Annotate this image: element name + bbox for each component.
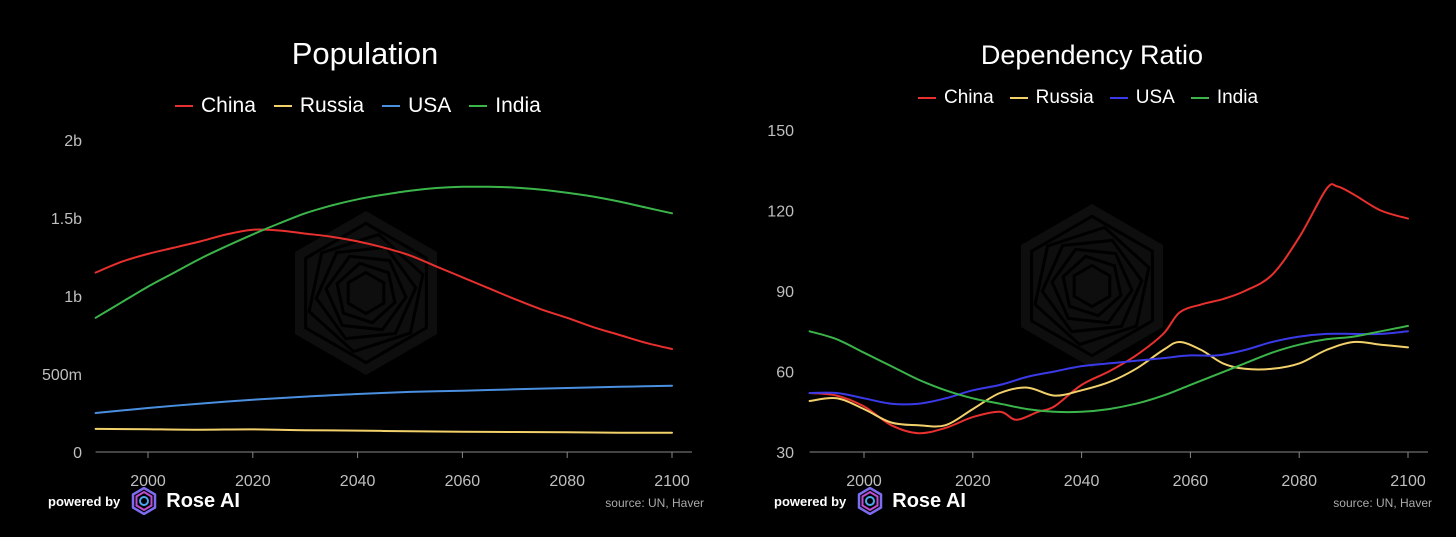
legend-label: India: [1216, 87, 1259, 108]
y-tick-label: 0: [73, 445, 82, 462]
y-tick-label: 1.5b: [51, 211, 82, 228]
legend-label: India: [495, 94, 541, 117]
chart-legend: China Russia USA India: [918, 87, 1258, 109]
powered-by-text: powered by: [48, 493, 121, 509]
brand-name: Rose AI: [166, 489, 240, 512]
watermark-ring: [1061, 254, 1123, 318]
x-tick-label: 2100: [654, 473, 690, 490]
x-tick-label: 2080: [1281, 473, 1317, 490]
legend-swatch-russia: [273, 105, 292, 107]
x-tick-label: 2000: [130, 473, 166, 490]
y-tick-label: 150: [767, 123, 794, 140]
watermark-ring: [1072, 263, 1112, 309]
legend-item-russia[interactable]: Russia: [1009, 87, 1094, 109]
legend-item-usa[interactable]: USA: [382, 94, 451, 118]
legend-item-china[interactable]: China: [918, 87, 994, 109]
powered-by-footer: powered by Rose AI: [48, 487, 240, 515]
watermark-ring: [335, 261, 397, 325]
x-tick-label: 2020: [235, 473, 271, 490]
powered-by-footer: powered by Rose AI: [774, 487, 966, 515]
chart-legend: China Russia USA India: [175, 94, 541, 118]
x-tick-label: 2020: [955, 473, 991, 490]
x-tick-label: 2080: [549, 473, 585, 490]
legend-swatch-russia: [1009, 97, 1028, 99]
legend-swatch-india: [469, 105, 488, 107]
series-line-russia: [808, 340, 1409, 428]
legend-swatch-india: [1190, 97, 1209, 99]
y-tick-label: 30: [776, 445, 794, 462]
y-tick-label: 2b: [64, 133, 82, 150]
series-line-usa: [94, 384, 673, 414]
x-tick-label: 2060: [445, 473, 481, 490]
watermark-icon: [1021, 204, 1163, 368]
legend-label: USA: [1135, 87, 1175, 108]
legend-swatch-usa: [1109, 97, 1128, 99]
powered-by-text: powered by: [774, 493, 847, 509]
dependency-ratio-chart-panel: Dependency Ratio China Russia USA India …: [728, 0, 1456, 537]
source-note: source: UN, Haver: [1333, 496, 1432, 510]
population-line-chart: 0 500m 1b 1.5b 2b 2000 2020 2040 2060 2080 2100: [42, 133, 692, 490]
series-line-russia: [94, 427, 673, 434]
legend-label: Russia: [1035, 87, 1094, 108]
series-line-china: [808, 183, 1409, 435]
rose-ai-logo-icon: [132, 487, 157, 515]
series-line-india: [94, 185, 673, 319]
x-tick-label: 2000: [846, 473, 882, 490]
watermark-ring: [1030, 214, 1154, 358]
y-tick-label: 60: [776, 365, 794, 382]
legend-swatch-china: [175, 105, 193, 107]
watermark-ring: [314, 245, 418, 341]
y-tick-label: 90: [776, 284, 794, 301]
watermark-ring: [1033, 225, 1151, 347]
watermark-ring: [1040, 238, 1144, 334]
x-tick-label: 2060: [1173, 473, 1209, 490]
legend-label: China: [201, 94, 256, 117]
rose-ai-logo-icon: [858, 487, 883, 515]
x-tick-label: 2040: [340, 473, 376, 490]
legend-item-china[interactable]: China: [175, 94, 256, 118]
chart-title: Dependency Ratio: [980, 40, 1204, 70]
watermark-hexagon: [1021, 204, 1163, 368]
watermark-ring: [304, 221, 428, 365]
watermark-ring: [307, 232, 425, 354]
series-line-usa: [808, 330, 1409, 406]
x-tick-label: 2100: [1390, 473, 1426, 490]
series-line-india: [808, 324, 1409, 414]
legend-swatch-china: [918, 97, 936, 99]
watermark-ring: [1050, 247, 1134, 325]
legend-item-russia[interactable]: Russia: [273, 94, 365, 118]
watermark-ring: [346, 270, 386, 316]
series-line-china: [94, 228, 673, 350]
legend-label: Russia: [299, 94, 365, 117]
legend-item-india[interactable]: India: [469, 94, 541, 118]
legend-label: USA: [408, 94, 452, 117]
chart-title: Population: [291, 36, 439, 71]
legend-swatch-usa: [382, 105, 401, 107]
legend-item-india[interactable]: India: [1190, 87, 1259, 109]
y-tick-label: 500m: [42, 367, 82, 384]
source-note: source: UN, Haver: [605, 496, 704, 510]
legend-label: China: [944, 87, 994, 108]
y-tick-label: 120: [767, 204, 794, 221]
y-tick-label: 1b: [64, 289, 82, 306]
legend-item-usa[interactable]: USA: [1109, 87, 1175, 109]
brand-name: Rose AI: [892, 489, 966, 512]
dependency-ratio-line-chart: 30 60 90 120 150 2000 2020 2040 2060 2080 2100: [767, 123, 1428, 490]
watermark-ring: [324, 254, 408, 332]
x-tick-label: 2040: [1064, 473, 1100, 490]
population-chart-panel: Population China Russia USA India 0 500m 1…: [42, 36, 704, 515]
